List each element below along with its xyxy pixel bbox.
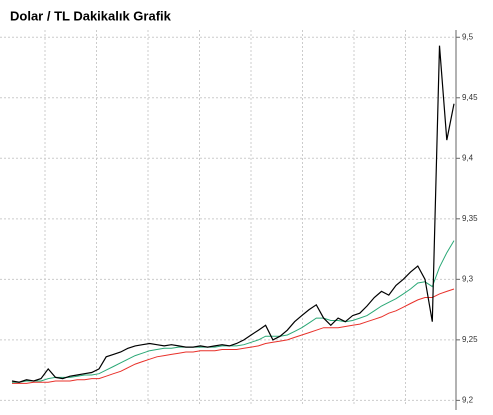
series-line [11, 45, 455, 383]
y-tick-label: 9,3 [462, 274, 474, 283]
y-tick-label: 9,5 [462, 32, 474, 41]
y-tick-label: 9,2 [462, 395, 474, 404]
chart-title: Dolar / TL Dakikalık Grafik [10, 8, 172, 23]
series-line [12, 288, 455, 384]
y-tick-label: 9,35 [462, 214, 478, 223]
series-line [12, 240, 455, 383]
y-tick-label: 9,45 [462, 93, 478, 102]
y-tick-label: 9,4 [462, 153, 474, 162]
y-tick-label: 9,25 [462, 335, 478, 344]
